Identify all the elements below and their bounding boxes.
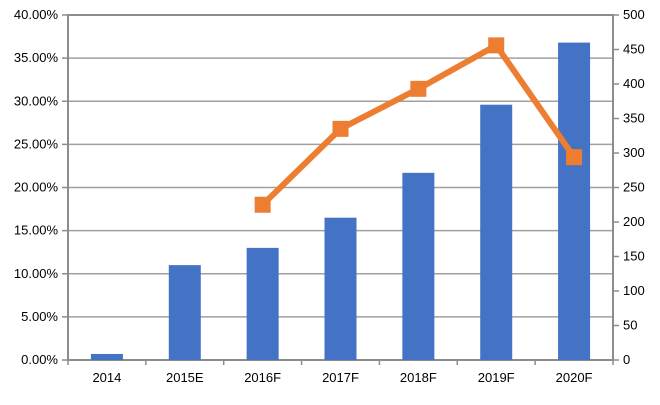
left-axis-tick-label: 20.00% [14, 180, 59, 195]
left-axis-tick-label: 0.00% [21, 352, 58, 367]
left-axis-tick-label: 35.00% [14, 50, 59, 65]
x-axis-category-label: 2017F [322, 370, 359, 385]
right-axis-tick-label: 450 [623, 42, 645, 57]
right-axis-tick-label: 0 [623, 352, 630, 367]
bar-2017F [324, 217, 357, 360]
line-marker-2016F [254, 196, 271, 213]
line-marker-2017F [332, 120, 349, 137]
right-axis-tick-label: 50 [623, 318, 637, 333]
left-axis-tick-label: 15.00% [14, 223, 59, 238]
bar-2018F [402, 172, 435, 360]
left-axis-tick-label: 25.00% [14, 136, 59, 151]
x-axis-category-label: 2014 [92, 370, 121, 385]
left-axis-tick-label: 5.00% [21, 309, 58, 324]
bar-2019F [480, 104, 513, 360]
x-axis-category-label: 2015E [166, 370, 204, 385]
left-axis-tick-label: 40.00% [14, 7, 59, 22]
right-axis-tick-label: 300 [623, 145, 645, 160]
x-axis-category-label: 2020F [556, 370, 593, 385]
right-axis-tick-label: 350 [623, 111, 645, 126]
bar-2016F [246, 247, 279, 360]
right-axis-tick-label: 200 [623, 214, 645, 229]
line-marker-2019F [488, 37, 505, 54]
bar-2020F [558, 42, 591, 360]
line-marker-2018F [410, 80, 427, 97]
bar-2015E [168, 265, 201, 360]
x-axis-category-label: 2019F [478, 370, 515, 385]
bar-2014 [90, 353, 123, 360]
x-axis-category-label: 2018F [400, 370, 437, 385]
left-axis-tick-label: 30.00% [14, 93, 59, 108]
right-axis-tick-label: 500 [623, 7, 645, 22]
right-axis-tick-label: 400 [623, 76, 645, 91]
x-axis-category-label: 2016F [244, 370, 281, 385]
line-marker-2020F [566, 149, 583, 166]
right-axis-tick-label: 250 [623, 180, 645, 195]
left-axis-tick-label: 10.00% [14, 266, 59, 281]
right-axis-tick-label: 100 [623, 283, 645, 298]
right-axis-tick-label: 150 [623, 249, 645, 264]
